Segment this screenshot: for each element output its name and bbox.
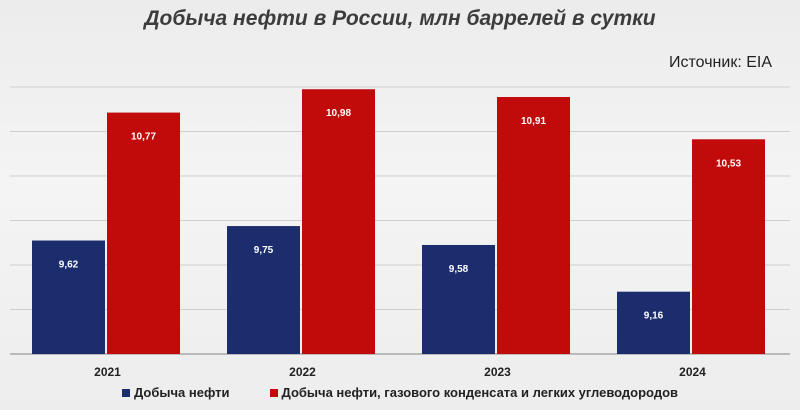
bar-2024-series-2 [692, 139, 765, 354]
data-label-2021-series-2: 10,77 [131, 132, 156, 143]
bar-chart: 9,62 10,77 2021 9,75 10,98 2022 9,58 10,91 2023 9… [10, 86, 790, 379]
legend-label-series-1: Добыча нефти [134, 385, 230, 400]
data-label-2021-series-1: 9,62 [59, 260, 79, 271]
source-label: Источник: EIA [669, 54, 772, 71]
bar-2021-series-2 [107, 112, 180, 355]
data-label-2024-series-2: 10,53 [716, 158, 741, 169]
legend-swatch-series-2 [269, 388, 278, 397]
data-label-2023-series-1: 9,58 [449, 264, 469, 275]
chart-title: Добыча нефти в России, млн баррелей в су… [144, 7, 656, 30]
x-tick-label-2023: 2023 [484, 365, 511, 379]
x-tick-label-2024: 2024 [679, 365, 706, 379]
legend-item-series-1: Добыча нефти [122, 385, 230, 400]
data-label-2023-series-2: 10,91 [521, 116, 546, 127]
bar-2023-series-1 [422, 244, 495, 354]
data-label-2024-series-1: 9,16 [644, 311, 664, 322]
x-tick-label-2021: 2021 [94, 365, 121, 379]
x-tick-label-2022: 2022 [289, 365, 316, 379]
legend-swatch-series-1 [122, 388, 130, 397]
bar-2022-series-2 [302, 89, 375, 354]
legend-item-series-2: Добыча нефти, газового конденсата и легк… [269, 385, 678, 400]
bar-2024-series-1 [617, 291, 690, 354]
data-label-2022-series-1: 9,75 [254, 245, 274, 256]
bar-2023-series-2 [497, 97, 570, 354]
data-label-2022-series-2: 10,98 [326, 108, 351, 119]
legend: Добыча нефти Добыча нефти, газового конд… [0, 385, 800, 400]
bar-2022-series-1 [227, 226, 300, 354]
legend-label-series-2: Добыча нефти, газового конденсата и легк… [281, 385, 678, 400]
bar-2021-series-1 [32, 240, 105, 354]
